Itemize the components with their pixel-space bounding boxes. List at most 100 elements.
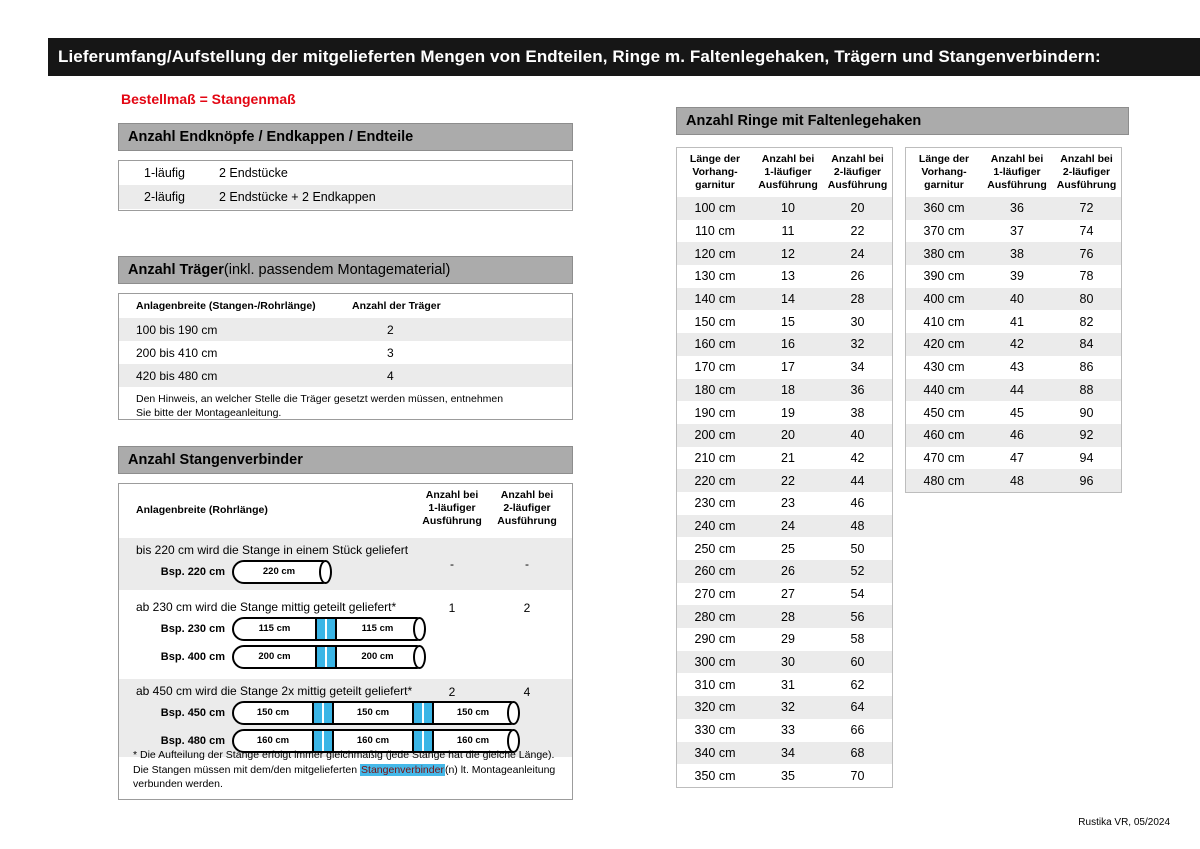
verbinder-group-text: ab 230 cm wird die Stange mittig geteilt… — [136, 600, 397, 614]
traeger-row-anzahl: 3 — [387, 345, 394, 360]
ringe-row-1laufig: 25 — [781, 541, 795, 556]
ringe-row-1laufig: 27 — [781, 587, 795, 602]
section-header-endteile: Anzahl Endknöpfe / Endkappen / Endteile — [118, 123, 573, 151]
footnote-highlight: Stangenverbinder — [360, 763, 445, 776]
ringe-row-laenge: 320 cm — [694, 700, 736, 715]
ringe-row-2laufig: 78 — [1079, 269, 1094, 284]
ringe-row-1laufig: 22 — [781, 473, 795, 488]
ringe-row-laenge: 140 cm — [694, 292, 736, 307]
rod-end-cap — [507, 700, 520, 725]
section-title: Anzahl Stangenverbinder — [128, 452, 303, 468]
rod-example-row: Bsp. 480 cm 160 cm 160 cm 160 cm — [119, 727, 572, 754]
ringe-row: 270 cm 27 54 — [677, 583, 892, 606]
ringe-row-1laufig: 16 — [781, 337, 795, 352]
ringe-row-laenge: 330 cm — [694, 723, 736, 738]
column-header-1laufig: Anzahl bei 1-läufiger Ausführung — [758, 152, 818, 192]
rod-segment-label: 200 cm — [258, 651, 291, 662]
ringe-row: 100 cm 10 20 — [677, 197, 892, 220]
ringe-row: 430 cm 43 86 — [906, 356, 1121, 379]
ringe-row-2laufig: 38 — [850, 405, 865, 420]
ringe-row-laenge: 170 cm — [694, 360, 736, 375]
rod-end-cap — [507, 728, 520, 753]
ringe-row-2laufig: 64 — [850, 700, 865, 715]
ringe-row-2laufig: 90 — [1079, 405, 1094, 420]
ringe-table-body: 100 cm 10 20 110 cm 11 22 120 cm 12 24 130 cm 13 26… — [677, 197, 892, 787]
ringe-row-laenge: 190 cm — [694, 405, 736, 420]
rod-diagram: 220 cm — [232, 558, 332, 585]
column-header-1laufig: Anzahl bei 1-läufiger Ausführung — [422, 489, 482, 528]
ringe-row-laenge: 260 cm — [694, 564, 736, 579]
rod-example-row: Bsp. 230 cm 115 cm 115 cm — [119, 615, 572, 642]
ringe-row: 390 cm 39 78 — [906, 265, 1121, 288]
ringe-table-left: Länge der Vorhang- garnitur Anzahl bei 1… — [676, 147, 893, 788]
ringe-row-1laufig: 21 — [781, 450, 795, 465]
rod-diagram: 150 cm 150 cm 150 cm — [232, 699, 520, 726]
ringe-row: 170 cm 17 34 — [677, 356, 892, 379]
verbinder-table: Anlagenbreite (Rohrlänge) Anzahl bei 1-l… — [118, 483, 573, 800]
ringe-row-2laufig: 28 — [850, 292, 865, 307]
endteile-table: 1-läufig 2 Endstücke 2-läufig 2 Endstücke +… — [118, 160, 573, 211]
count-1laufig: 2 — [448, 685, 456, 699]
ringe-row-laenge: 280 cm — [694, 609, 736, 624]
ringe-row-1laufig: 36 — [1010, 201, 1024, 216]
column-header-2laufig: Anzahl bei 2-läufiger Ausführung — [827, 152, 888, 192]
rod-segment-label: 220 cm — [262, 566, 296, 577]
ringe-table-header: Länge der Vorhang- garnitur Anzahl bei 1… — [677, 148, 892, 197]
ringe-row-2laufig: 88 — [1079, 382, 1094, 397]
ringe-row-2laufig: 84 — [1079, 337, 1094, 352]
endteile-table-body: 1-läufig 2 Endstücke 2-läufig 2 Endstücke +… — [119, 161, 572, 209]
ringe-row: 280 cm 28 56 — [677, 605, 892, 629]
column-header-anzahl-traeger: Anzahl der Träger — [352, 300, 441, 312]
rod-body: 150 cm 150 cm 150 cm — [232, 700, 514, 725]
ringe-row-2laufig: 92 — [1079, 428, 1094, 443]
ringe-row-2laufig: 34 — [850, 360, 865, 375]
ringe-row: 350 cm 35 70 — [677, 764, 892, 787]
ringe-row-laenge: 380 cm — [923, 246, 965, 261]
column-header-2laufig: Anzahl bei 2-läufiger Ausführung — [497, 489, 557, 528]
count-1laufig: 1 — [448, 601, 456, 615]
ringe-row-laenge: 300 cm — [694, 655, 736, 670]
ringe-row-2laufig: 80 — [1079, 292, 1094, 307]
verbinder-group: bis 220 cm wird die Stange in einem Stüc… — [119, 538, 572, 590]
traeger-table-body: 100 bis 190 cm 2 200 bis 410 cm 3 420 bis 48… — [119, 318, 572, 387]
ringe-row-1laufig: 31 — [781, 677, 795, 692]
ringe-row-1laufig: 47 — [1010, 450, 1024, 465]
ringe-row-laenge: 420 cm — [923, 337, 965, 352]
rod-body: 160 cm 160 cm 160 cm — [232, 728, 514, 753]
ringe-row: 200 cm 20 40 — [677, 423, 892, 447]
ringe-row-1laufig: 11 — [781, 224, 795, 239]
ringe-row: 320 cm 32 64 — [677, 696, 892, 719]
endteile-row: 1-läufig 2 Endstücke — [119, 161, 572, 185]
ringe-row-1laufig: 41 — [1010, 314, 1024, 329]
footnote-text-post: (n) lt. Montageanleitung verbunden werde… — [133, 763, 556, 790]
ringe-row-2laufig: 22 — [850, 224, 865, 239]
ringe-row-2laufig: 24 — [850, 246, 865, 261]
count-1laufig: - — [450, 557, 454, 571]
ringe-row-laenge: 230 cm — [694, 496, 736, 511]
ringe-row: 140 cm 14 28 — [677, 287, 892, 311]
example-label: Bsp. 450 cm — [160, 706, 225, 719]
rod-segment-label: 160 cm — [256, 735, 290, 746]
traeger-table: Anlagenbreite (Stangen-/Rohrlänge) Anzah… — [118, 293, 573, 420]
ringe-row-1laufig: 12 — [781, 246, 795, 261]
ringe-row-1laufig: 28 — [781, 609, 795, 624]
count-2laufig: 2 — [523, 601, 531, 615]
ringe-row-laenge: 180 cm — [694, 382, 736, 397]
ringe-row-2laufig: 86 — [1079, 360, 1094, 375]
ringe-row: 380 cm 38 76 — [906, 242, 1121, 266]
ringe-row-2laufig: 42 — [850, 450, 865, 465]
rod-diagram: 200 cm 200 cm — [232, 643, 426, 670]
count-2laufig: 4 — [523, 685, 531, 699]
traeger-table-header: Anlagenbreite (Stangen-/Rohrlänge) Anzah… — [119, 294, 572, 318]
ringe-row-laenge: 340 cm — [694, 745, 736, 760]
ringe-row-1laufig: 10 — [781, 201, 795, 216]
rod-body: 200 cm 200 cm — [232, 644, 420, 669]
ringe-row-1laufig: 44 — [1010, 382, 1024, 397]
ringe-row: 290 cm 29 58 — [677, 628, 892, 651]
rod-end-cap — [413, 644, 426, 669]
ringe-row-laenge: 480 cm — [923, 473, 965, 488]
ringe-row-1laufig: 13 — [781, 269, 795, 284]
example-label: Bsp. 480 cm — [160, 734, 225, 747]
section-title: Anzahl Endknöpfe / Endkappen / Endteile — [128, 129, 414, 145]
